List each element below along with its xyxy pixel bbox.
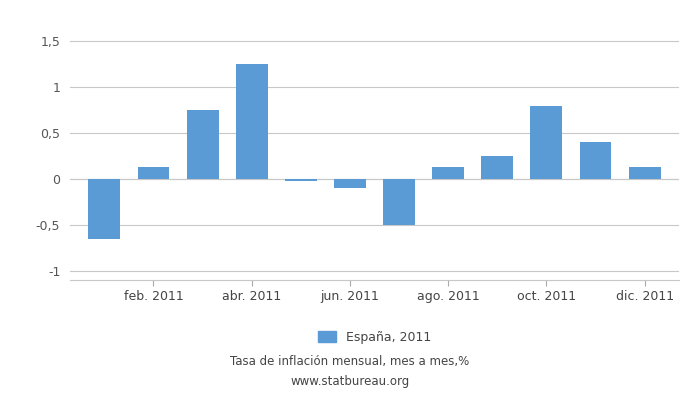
Text: Tasa de inflación mensual, mes a mes,%: Tasa de inflación mensual, mes a mes,% — [230, 356, 470, 368]
Bar — [482, 156, 513, 179]
Bar — [580, 142, 612, 179]
Text: www.statbureau.org: www.statbureau.org — [290, 376, 410, 388]
Bar — [383, 179, 415, 225]
Bar — [285, 179, 317, 181]
Bar — [629, 167, 661, 179]
Legend: España, 2011: España, 2011 — [318, 331, 431, 344]
Bar — [334, 179, 366, 188]
Bar — [137, 167, 169, 179]
Bar — [236, 64, 267, 179]
Bar — [432, 167, 464, 179]
Bar — [187, 110, 218, 179]
Bar — [531, 106, 562, 179]
Bar — [88, 179, 120, 239]
